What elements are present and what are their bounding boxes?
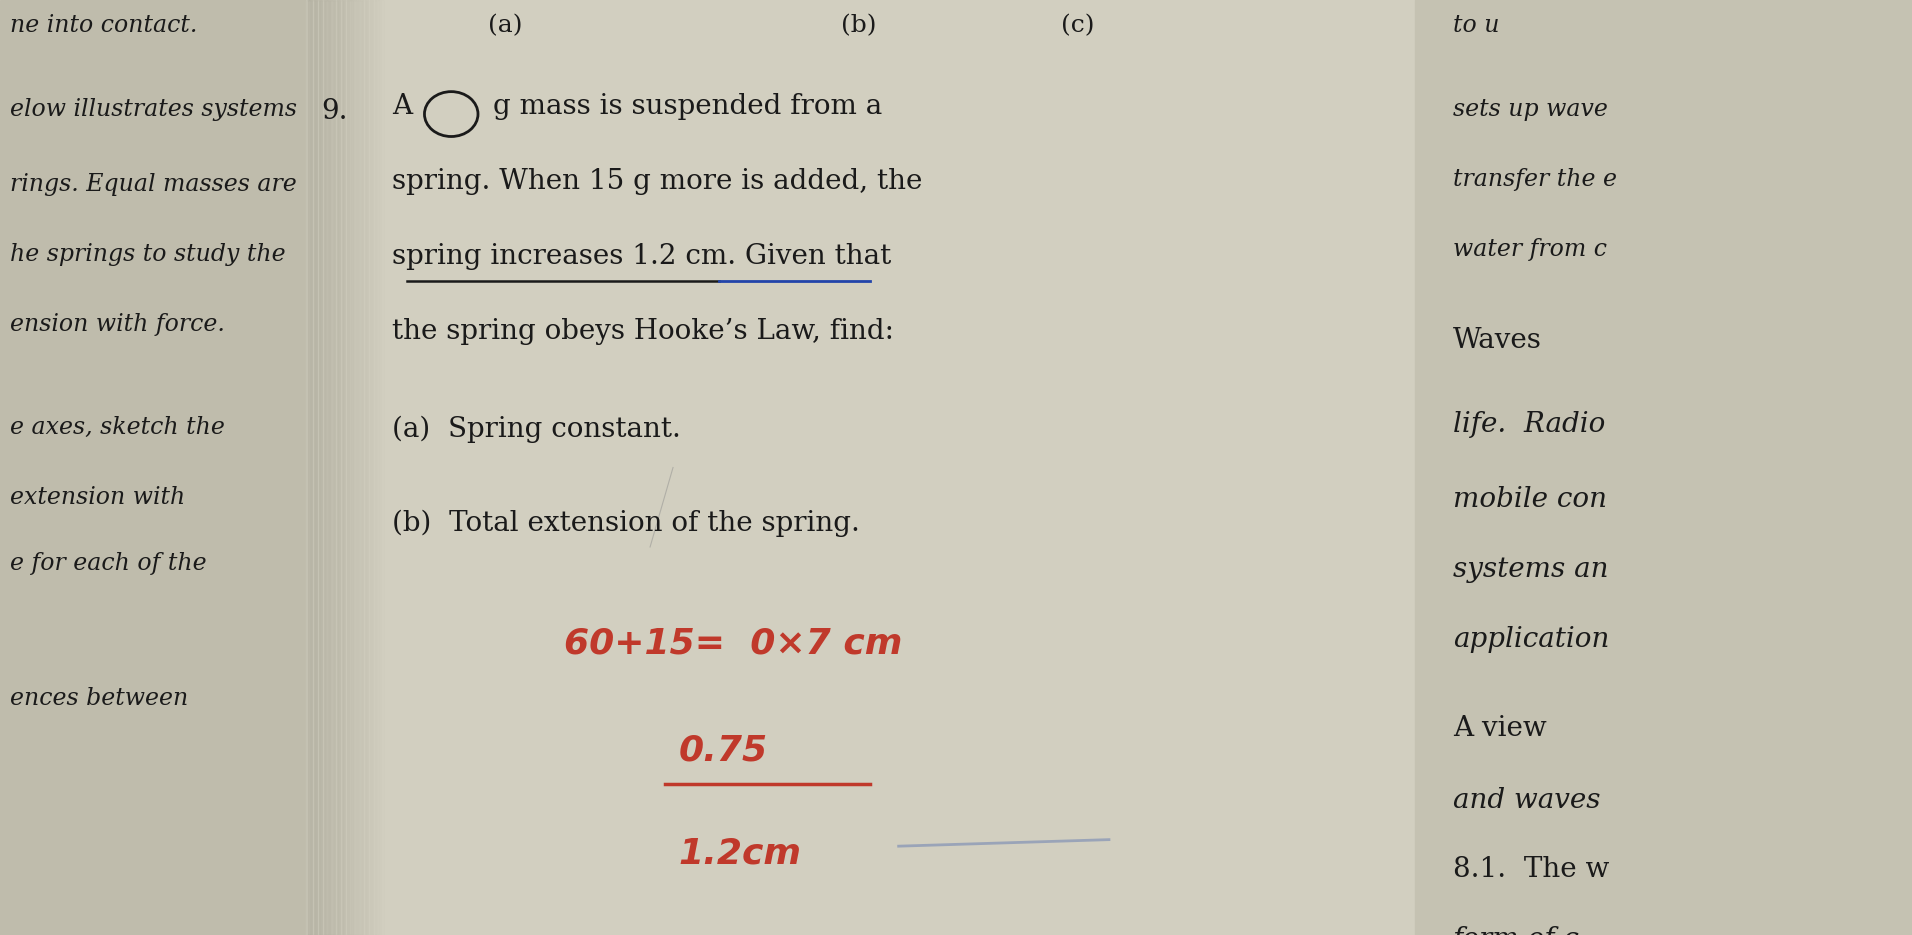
Bar <box>358 0 361 935</box>
Text: Waves: Waves <box>1453 327 1541 354</box>
Text: and waves: and waves <box>1453 787 1600 814</box>
Bar <box>335 0 338 935</box>
Bar <box>1415 0 1912 935</box>
Text: spring. When 15 g more is added, the: spring. When 15 g more is added, the <box>392 168 922 195</box>
Text: (a): (a) <box>488 14 522 37</box>
Text: ences between: ences between <box>10 687 187 711</box>
Bar <box>314 0 317 935</box>
Text: 1.2cm: 1.2cm <box>679 837 801 870</box>
Text: sets up wave: sets up wave <box>1453 98 1608 122</box>
Text: he springs to study the: he springs to study the <box>10 243 285 266</box>
Bar <box>350 0 354 935</box>
Text: form of c: form of c <box>1453 926 1579 935</box>
Text: systems an: systems an <box>1453 556 1608 583</box>
Bar <box>375 0 379 935</box>
Text: e axes, sketch the: e axes, sketch the <box>10 416 224 439</box>
Bar <box>306 0 310 935</box>
Text: mobile con: mobile con <box>1453 486 1608 513</box>
Text: the spring obeys Hooke’s Law, find:: the spring obeys Hooke’s Law, find: <box>392 318 895 345</box>
Bar <box>0 0 306 935</box>
Text: transfer the e: transfer the e <box>1453 168 1618 192</box>
Bar <box>380 0 384 935</box>
Text: application: application <box>1453 626 1610 654</box>
Text: 8.1.  The w: 8.1. The w <box>1453 856 1610 883</box>
Text: ension with force.: ension with force. <box>10 313 224 337</box>
Text: A: A <box>392 94 413 121</box>
Bar <box>342 0 346 935</box>
Bar <box>367 0 371 935</box>
Text: 0.75: 0.75 <box>679 734 769 768</box>
Bar <box>312 0 315 935</box>
Bar <box>365 0 369 935</box>
Text: extension with: extension with <box>10 486 185 510</box>
Bar <box>361 0 365 935</box>
Bar <box>308 0 312 935</box>
Text: 9.: 9. <box>321 98 348 125</box>
Bar <box>331 0 335 935</box>
Bar <box>359 0 363 935</box>
Bar <box>327 0 331 935</box>
Text: water from c: water from c <box>1453 238 1608 262</box>
Bar <box>306 0 1415 935</box>
Bar <box>338 0 342 935</box>
Text: spring increases 1.2 cm. Given that: spring increases 1.2 cm. Given that <box>392 243 891 270</box>
Text: (a)  Spring constant.: (a) Spring constant. <box>392 416 681 443</box>
Bar <box>319 0 323 935</box>
Bar <box>377 0 380 935</box>
Text: g mass is suspended from a: g mass is suspended from a <box>493 94 883 121</box>
Text: 60+15=  0×7 cm: 60+15= 0×7 cm <box>564 626 902 660</box>
Bar <box>344 0 348 935</box>
Text: e for each of the: e for each of the <box>10 552 206 575</box>
Text: (b)  Total extension of the spring.: (b) Total extension of the spring. <box>392 510 860 537</box>
Bar <box>321 0 325 935</box>
Bar <box>373 0 377 935</box>
Bar <box>337 0 340 935</box>
Bar <box>329 0 333 935</box>
Bar <box>315 0 319 935</box>
Text: life.  Radio: life. Radio <box>1453 411 1606 439</box>
Text: rings. Equal masses are: rings. Equal masses are <box>10 173 296 196</box>
Bar <box>323 0 327 935</box>
Text: to u: to u <box>1453 14 1499 37</box>
Bar <box>369 0 373 935</box>
Bar <box>346 0 350 935</box>
Text: ne into contact.: ne into contact. <box>10 14 197 37</box>
Text: elow illustrates systems: elow illustrates systems <box>10 98 296 122</box>
Bar <box>352 0 356 935</box>
Text: (c): (c) <box>1061 14 1096 37</box>
Text: (b): (b) <box>841 14 878 37</box>
Bar <box>354 0 358 935</box>
Text: A view: A view <box>1453 715 1547 742</box>
